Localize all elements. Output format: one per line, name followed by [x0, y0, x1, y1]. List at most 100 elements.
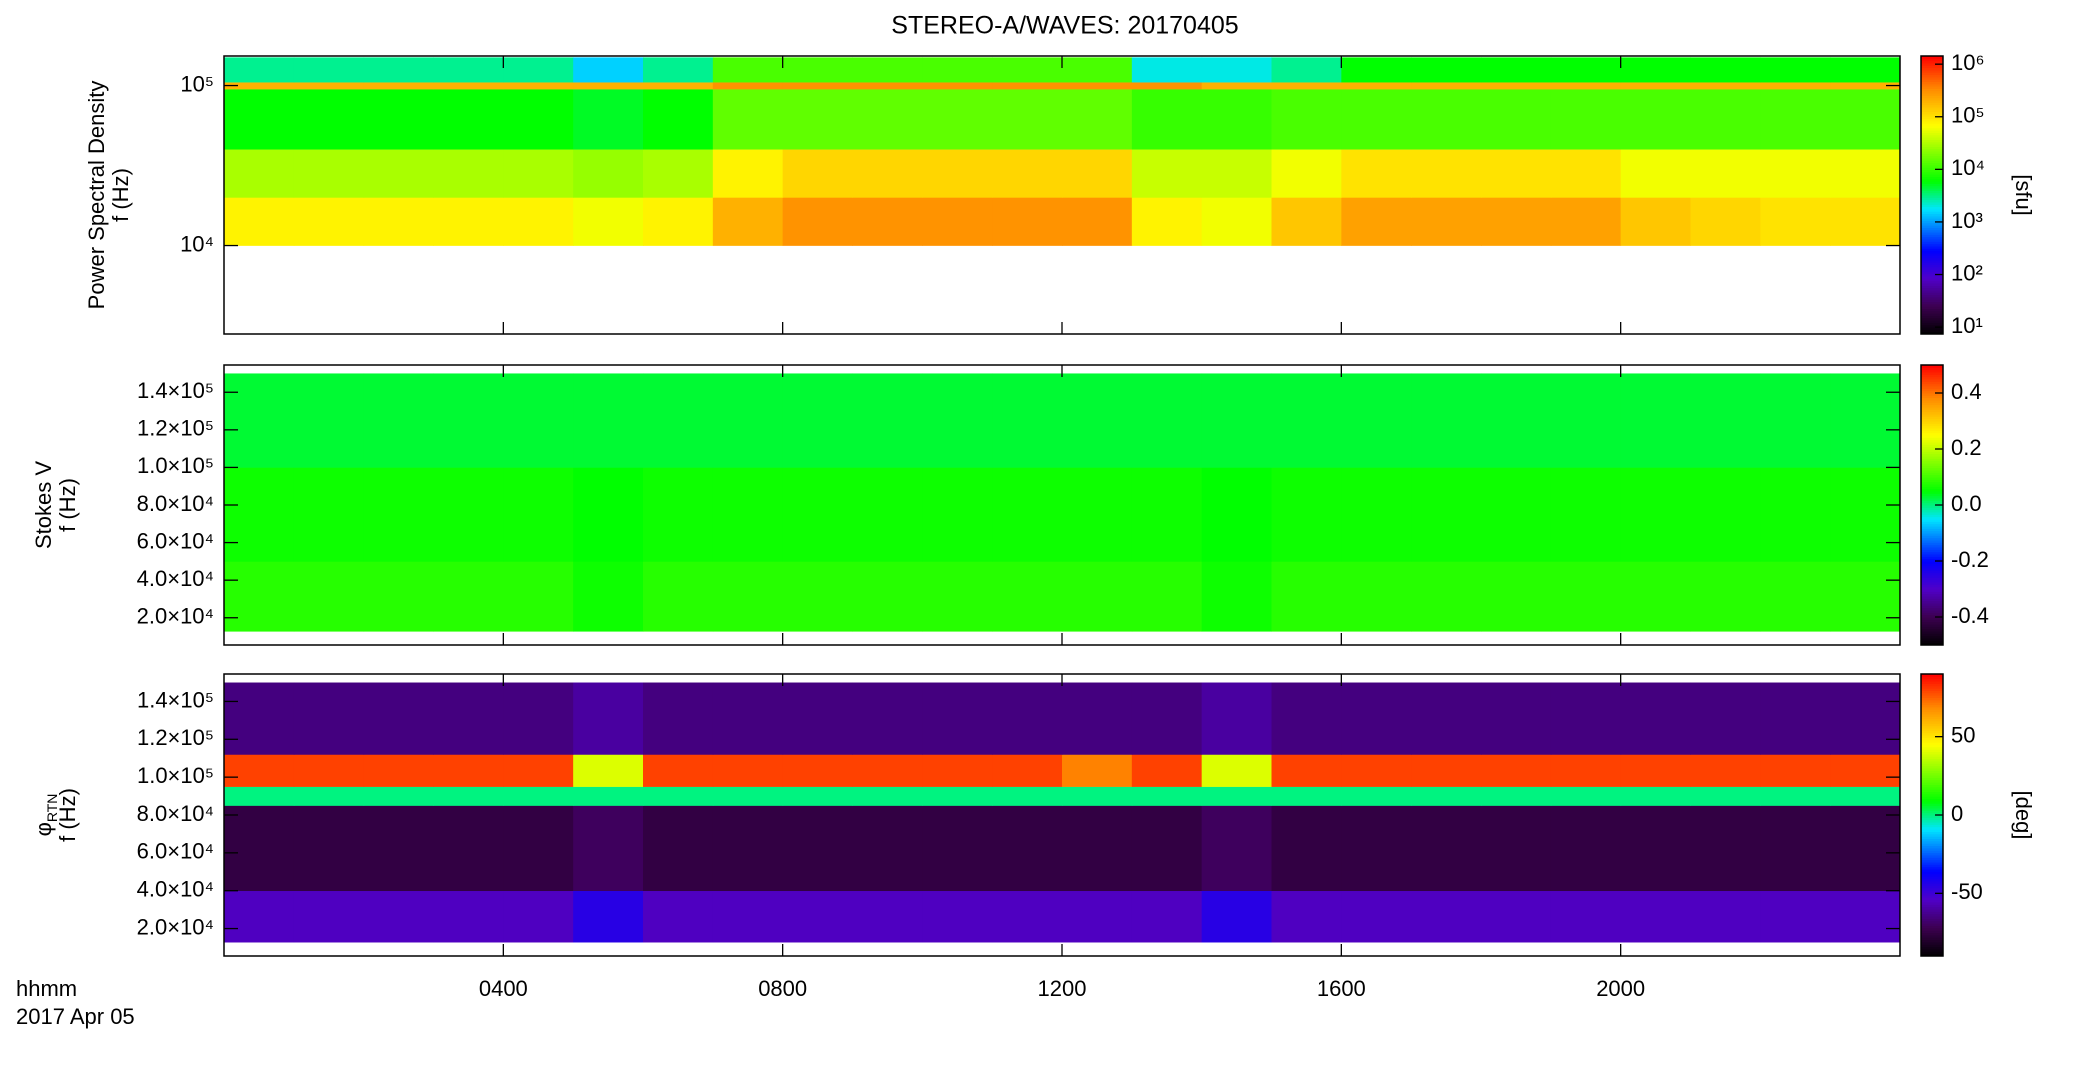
heatmap-cell: [1131, 149, 1203, 198]
colorbar-gradient: [1921, 925, 1943, 929]
heatmap-cell: [782, 57, 853, 83]
heatmap-cell: [503, 754, 574, 787]
colorbar-gradient: [1921, 278, 1943, 282]
heatmap-cell: [782, 805, 853, 892]
colorbar-gradient: [1921, 65, 1943, 69]
heatmap-cell: [643, 373, 714, 468]
heatmap-cell: [1481, 805, 1552, 892]
colorbar-gradient: [1921, 711, 1943, 715]
colorbar-gradient: [1921, 586, 1943, 590]
heatmap-cell: [503, 149, 574, 198]
colorbar-gradient: [1921, 732, 1943, 736]
colorbar-gradient: [1921, 252, 1943, 256]
colorbar-gradient: [1921, 866, 1943, 870]
colorbar-gradient: [1921, 598, 1943, 602]
chart-title: STEREO-A/WAVES: 20170405: [891, 12, 1238, 40]
heatmap-cell: [992, 149, 1063, 198]
heatmap-cell: [643, 890, 714, 943]
colorbar-gradient: [1921, 516, 1943, 520]
colorbar-gradient: [1921, 486, 1943, 490]
heatmap-cell: [573, 373, 644, 468]
colorbar-gradient: [1921, 678, 1943, 682]
heatmap-cell: [1271, 373, 1342, 468]
colorbar-gradient: [1921, 697, 1943, 701]
colorbar-gradient: [1921, 303, 1943, 307]
colorbar-gradient: [1921, 56, 1943, 59]
colorbar-gradient: [1921, 283, 1943, 286]
heatmap-cell: [503, 682, 574, 755]
heatmap-cell: [712, 805, 784, 892]
heatmap-cell: [782, 786, 853, 806]
colorbar-gradient: [1921, 477, 1943, 480]
colorbar-gradient: [1921, 688, 1943, 691]
colorbar-gradient: [1921, 765, 1943, 769]
colorbar-gradient: [1921, 864, 1943, 868]
heatmap-cell: [1550, 89, 1622, 150]
heatmap-cell: [1341, 89, 1412, 150]
colorbar-gradient: [1921, 737, 1943, 741]
colorbar-gradient: [1921, 227, 1943, 231]
heatmap-cell: [1830, 467, 1901, 562]
heatmap-cell: [1620, 805, 1691, 892]
colorbar-gradient: [1921, 155, 1943, 159]
colorbar-gradient: [1921, 118, 1943, 122]
colorbar-gradient: [1921, 535, 1943, 539]
heatmap-cell: [503, 57, 574, 83]
colorbar-gradient: [1921, 439, 1943, 443]
colorbar-gradient: [1921, 215, 1943, 219]
colorbar-gradient: [1921, 812, 1943, 816]
heatmap-cell: [224, 467, 295, 562]
heatmap-cell: [1131, 786, 1203, 806]
colorbar-gradient: [1921, 315, 1943, 319]
colorbar-gradient: [1921, 817, 1943, 821]
colorbar-gradient: [1921, 139, 1943, 143]
heatmap-cell: [1411, 754, 1482, 787]
colorbar-gradient: [1921, 432, 1943, 436]
heatmap-cell: [1830, 682, 1901, 755]
heatmap-cell: [1830, 561, 1901, 632]
colorbar-gradient: [1921, 845, 1943, 849]
heatmap-cell: [1411, 786, 1482, 806]
colorbar-gradient: [1921, 760, 1943, 764]
colorbar-gradient: [1921, 467, 1943, 471]
heatmap-cell: [1062, 805, 1133, 892]
colorbar-tick-label: 0.0: [1951, 491, 1982, 516]
colorbar-gradient: [1921, 157, 1943, 161]
heatmap-cell: [922, 57, 993, 83]
heatmap-cell: [1830, 149, 1901, 198]
heatmap-cell: [1620, 682, 1691, 755]
colorbar-gradient: [1921, 190, 1943, 194]
colorbar-gradient: [1921, 451, 1943, 455]
heatmap-cell: [1550, 57, 1622, 83]
heatmap-cell: [1411, 890, 1482, 943]
colorbar-gradient: [1921, 624, 1943, 627]
heatmap-cell: [852, 786, 923, 806]
colorbar-gradient: [1921, 458, 1943, 462]
heatmap-cell: [224, 786, 295, 806]
heatmap-cell: [1271, 149, 1342, 198]
colorbar-gradient: [1921, 549, 1943, 553]
heatmap-cell: [433, 197, 504, 246]
colorbar-gradient: [1921, 481, 1943, 485]
colorbar-gradient: [1921, 257, 1943, 261]
heatmap-cell: [1062, 561, 1133, 632]
colorbar-gradient: [1921, 742, 1943, 745]
colorbar-gradient: [1921, 561, 1943, 564]
heatmap-cell: [1062, 754, 1133, 787]
heatmap-cell: [712, 373, 784, 468]
colorbar-gradient: [1921, 519, 1943, 522]
colorbar-gradient: [1921, 920, 1943, 924]
y-tick-label: 4.0×10⁴: [137, 566, 214, 591]
heatmap-cell: [1760, 786, 1831, 806]
heatmap-cell: [224, 89, 295, 150]
colorbar-gradient: [1921, 716, 1943, 720]
heatmap-cell: [573, 467, 644, 562]
heatmap-cell: [852, 754, 923, 787]
heatmap-cell: [1271, 682, 1342, 755]
colorbar-gradient: [1921, 702, 1943, 706]
y-tick-label: 1.4×10⁵: [137, 687, 214, 712]
heatmap-cell: [293, 373, 365, 468]
heatmap-cell: [1550, 890, 1622, 943]
colorbar-gradient: [1921, 206, 1943, 210]
colorbar-gradient: [1921, 109, 1943, 113]
